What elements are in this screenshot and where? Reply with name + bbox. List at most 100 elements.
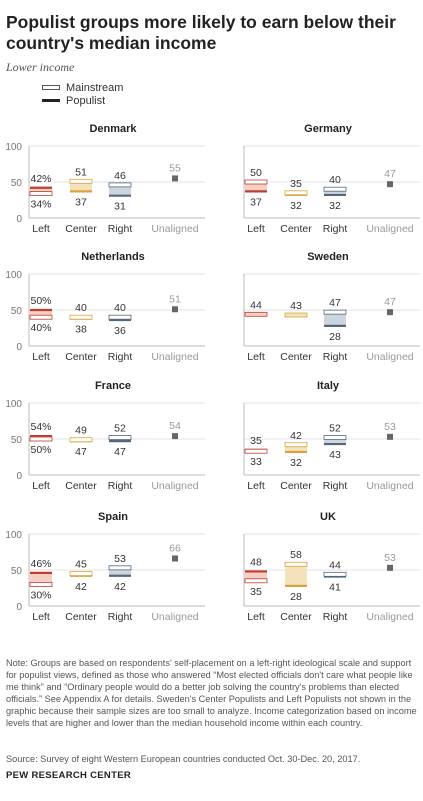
y-tick-spain-50: 50 <box>11 566 23 577</box>
value-label-lower-spain-left: 30% <box>30 589 51 601</box>
mainstream-mark-france-left <box>29 436 53 442</box>
mainstream-mark-italy-center <box>284 442 308 448</box>
value-label-lower-denmark-center: 37 <box>75 196 87 208</box>
y-tick-denmark-0: 0 <box>16 214 22 225</box>
mainstream-mark-uk-center <box>284 561 308 567</box>
mainstream-mark-netherlands-right <box>108 314 132 320</box>
legend-swatch-populist <box>42 99 60 102</box>
value-label-upper-germany-right: 40 <box>329 174 341 186</box>
x-label-italy-right: Right <box>323 480 348 492</box>
value-label-lower-spain-right: 42 <box>114 581 126 593</box>
panel-title-denmark: Denmark <box>89 123 137 135</box>
mainstream-mark-sweden-left <box>244 311 268 317</box>
x-label-sweden-left: Left <box>247 351 265 363</box>
value-label-upper-france-left: 54% <box>30 421 51 433</box>
value-label-upper-denmark-center: 51 <box>75 166 87 178</box>
range-band-denmark-right <box>109 184 131 196</box>
source-note: Source: Survey of eight Western European… <box>6 754 361 764</box>
unaligned-mark-germany <box>387 181 393 188</box>
mainstream-mark-denmark-center <box>69 178 93 184</box>
y-tick-denmark-50: 50 <box>11 178 23 189</box>
mainstream-mark-sweden-center <box>284 312 308 318</box>
value-label-lower-netherlands-left: 40% <box>30 322 51 334</box>
x-label-italy-unaligned: Unaligned <box>366 480 413 492</box>
x-label-uk-unaligned: Unaligned <box>366 611 413 623</box>
value-label-lower-germany-left: 37 <box>250 196 262 208</box>
unaligned-mark-sweden <box>387 309 393 316</box>
mainstream-mark-germany-left <box>244 179 268 185</box>
x-label-uk-left: Left <box>247 611 265 623</box>
value-label-upper-uk-left: 48 <box>250 556 262 568</box>
range-band-germany-right <box>324 189 346 195</box>
mainstream-mark-spain-left <box>29 582 53 587</box>
footnote: Note: Groups are based on respondents' s… <box>6 658 417 728</box>
range-band-spain-right <box>109 567 131 576</box>
mainstream-mark-italy-right <box>323 435 347 440</box>
panel-title-uk: UK <box>320 511 336 523</box>
x-label-france-right: Right <box>108 480 133 492</box>
value-label-lower-netherlands-center: 38 <box>75 324 87 336</box>
range-band-spain-left <box>30 572 52 585</box>
x-label-denmark-right: Right <box>108 223 133 235</box>
range-band-sweden-right <box>324 312 346 326</box>
value-label-lower-spain-center: 42 <box>75 581 87 593</box>
x-label-germany-unaligned: Unaligned <box>366 223 413 235</box>
value-label-lower-denmark-right: 31 <box>114 201 126 213</box>
value-label-unaligned-spain: 66 <box>169 542 181 554</box>
x-label-spain-center: Center <box>65 611 97 623</box>
x-label-spain-left: Left <box>32 611 50 623</box>
mainstream-mark-uk-left <box>244 578 268 584</box>
x-label-sweden-unaligned: Unaligned <box>366 351 413 363</box>
value-label-upper-spain-left: 46% <box>30 558 51 570</box>
panel-title-spain: Spain <box>98 511 128 523</box>
mainstream-mark-uk-right <box>323 571 347 577</box>
mainstream-mark-france-right <box>108 435 132 440</box>
legend-label-mainstream: Mainstream <box>66 82 124 94</box>
x-label-spain-right: Right <box>108 611 133 623</box>
value-label-unaligned-france: 54 <box>169 420 181 432</box>
x-label-denmark-center: Center <box>65 223 97 235</box>
x-label-germany-right: Right <box>323 223 348 235</box>
value-label-upper-uk-right: 44 <box>329 559 341 571</box>
mainstream-mark-spain-right <box>108 565 132 571</box>
value-label-lower-france-right: 47 <box>114 446 126 458</box>
value-label-lower-uk-center: 28 <box>290 591 302 603</box>
value-label-upper-spain-right: 53 <box>114 553 126 565</box>
mainstream-mark-netherlands-center <box>69 314 93 320</box>
value-label-upper-italy-left: 35 <box>250 435 262 447</box>
unaligned-mark-spain <box>172 555 178 562</box>
panel-title-germany: Germany <box>304 123 353 135</box>
value-label-upper-spain-center: 45 <box>75 559 87 571</box>
mainstream-mark-france-center <box>69 437 93 443</box>
value-label-lower-uk-right: 41 <box>329 581 341 593</box>
range-band-denmark-left <box>30 187 52 194</box>
value-label-upper-denmark-left: 42% <box>30 173 51 185</box>
x-label-denmark-unaligned: Unaligned <box>151 223 198 235</box>
x-label-netherlands-unaligned: Unaligned <box>151 351 198 363</box>
y-tick-spain-100: 100 <box>5 530 22 541</box>
unaligned-mark-france <box>172 433 178 440</box>
value-label-lower-italy-center: 32 <box>290 457 302 469</box>
panel-title-italy: Italy <box>317 380 340 392</box>
value-label-lower-uk-left: 35 <box>250 586 262 598</box>
value-label-lower-germany-right: 32 <box>329 200 341 212</box>
x-label-netherlands-left: Left <box>32 351 50 363</box>
legend-label-populist: Populist <box>66 95 106 107</box>
range-band-italy-center <box>285 444 307 452</box>
mainstream-mark-denmark-left <box>29 191 53 196</box>
x-label-italy-left: Left <box>247 480 265 492</box>
y-tick-netherlands-100: 100 <box>5 270 22 281</box>
value-label-upper-uk-center: 58 <box>290 549 302 561</box>
x-label-france-center: Center <box>65 480 97 492</box>
unaligned-mark-uk <box>387 564 393 571</box>
x-label-netherlands-center: Center <box>65 351 97 363</box>
range-band-denmark-center <box>70 181 92 192</box>
unaligned-mark-denmark <box>172 175 178 182</box>
value-label-lower-italy-left: 33 <box>250 456 262 468</box>
x-label-denmark-left: Left <box>32 223 50 235</box>
mainstream-mark-italy-left <box>244 448 268 454</box>
x-label-italy-center: Center <box>280 480 312 492</box>
value-label-upper-netherlands-right: 40 <box>114 302 126 314</box>
x-label-france-unaligned: Unaligned <box>151 480 198 492</box>
